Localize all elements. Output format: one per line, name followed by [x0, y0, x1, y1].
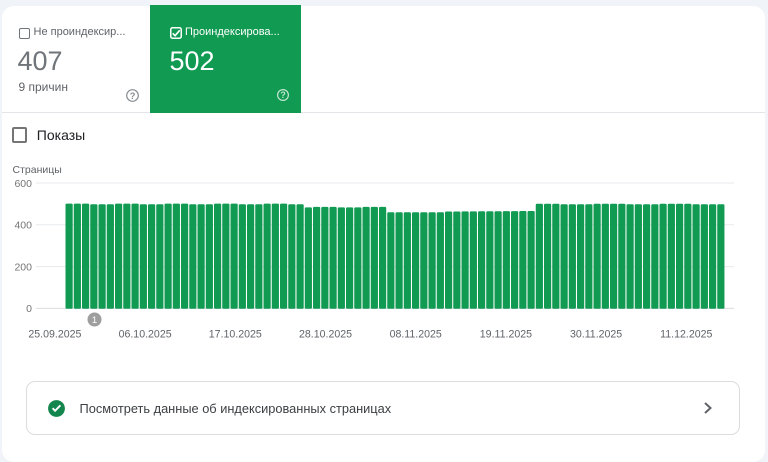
svg-text:25.09.2025: 25.09.2025	[28, 329, 81, 341]
svg-text:?: ?	[280, 90, 285, 100]
svg-text:0: 0	[26, 303, 32, 315]
svg-text:30.11.2025: 30.11.2025	[570, 329, 622, 341]
svg-text:200: 200	[14, 261, 32, 273]
svg-text:?: ?	[130, 91, 136, 101]
svg-text:17.10.2025: 17.10.2025	[209, 329, 262, 341]
svg-text:400: 400	[14, 220, 32, 232]
svg-text:08.11.2025: 08.11.2025	[390, 329, 442, 341]
svg-text:1: 1	[92, 315, 97, 326]
svg-text:28.10.2025: 28.10.2025	[299, 329, 352, 341]
svg-text:11.12.2025: 11.12.2025	[660, 329, 712, 341]
svg-text:600: 600	[14, 178, 32, 190]
svg-text:06.10.2025: 06.10.2025	[119, 329, 172, 341]
svg-text:19.11.2025: 19.11.2025	[480, 329, 532, 341]
